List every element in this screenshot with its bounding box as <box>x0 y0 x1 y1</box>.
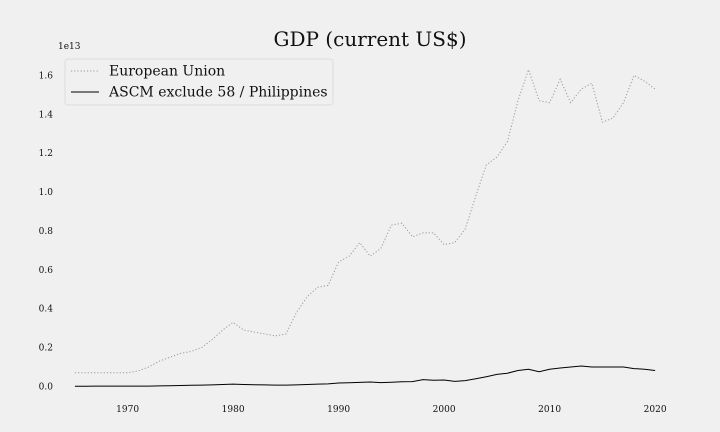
x-tick-label: 1970 <box>116 405 139 415</box>
y-tick-label: 0.6 <box>39 266 54 276</box>
y-tick-label: 1.0 <box>39 188 54 198</box>
legend-label-ascm-philippines: ASCM exclude 58 / Philippines <box>108 85 328 101</box>
y-tick-label: 1.4 <box>39 110 54 120</box>
legend-label-european-union: European Union <box>109 64 225 80</box>
y-tick-label: 1.6 <box>39 71 54 81</box>
legend-box <box>64 58 334 106</box>
legend: European Union ASCM exclude 58 / Philipp… <box>64 58 334 106</box>
x-tick-label: 2020 <box>644 405 667 415</box>
y-tick-label: 0.4 <box>39 305 54 315</box>
y-tick-label: 0.0 <box>39 382 54 392</box>
y-tick-label: 0.2 <box>39 344 53 354</box>
y-scale-label: 1e13 <box>58 42 81 52</box>
x-tick-label: 1980 <box>222 405 245 415</box>
x-tick-label: 2010 <box>538 405 561 415</box>
series-line-ascm-philippines <box>74 365 656 387</box>
series-lines <box>74 68 656 387</box>
series-line-european-union <box>74 68 656 374</box>
x-tick-label: 1990 <box>327 405 350 415</box>
axis-ticks: 1970 1980 1990 2000 2010 2020 0.0 0.2 0.4 0.6 0.8 1… <box>39 71 667 415</box>
chart-title: GDP (current US$) <box>273 27 466 51</box>
y-tick-label: 0.8 <box>39 227 54 237</box>
x-tick-label: 2000 <box>433 405 456 415</box>
y-tick-label: 1.2 <box>39 149 53 159</box>
